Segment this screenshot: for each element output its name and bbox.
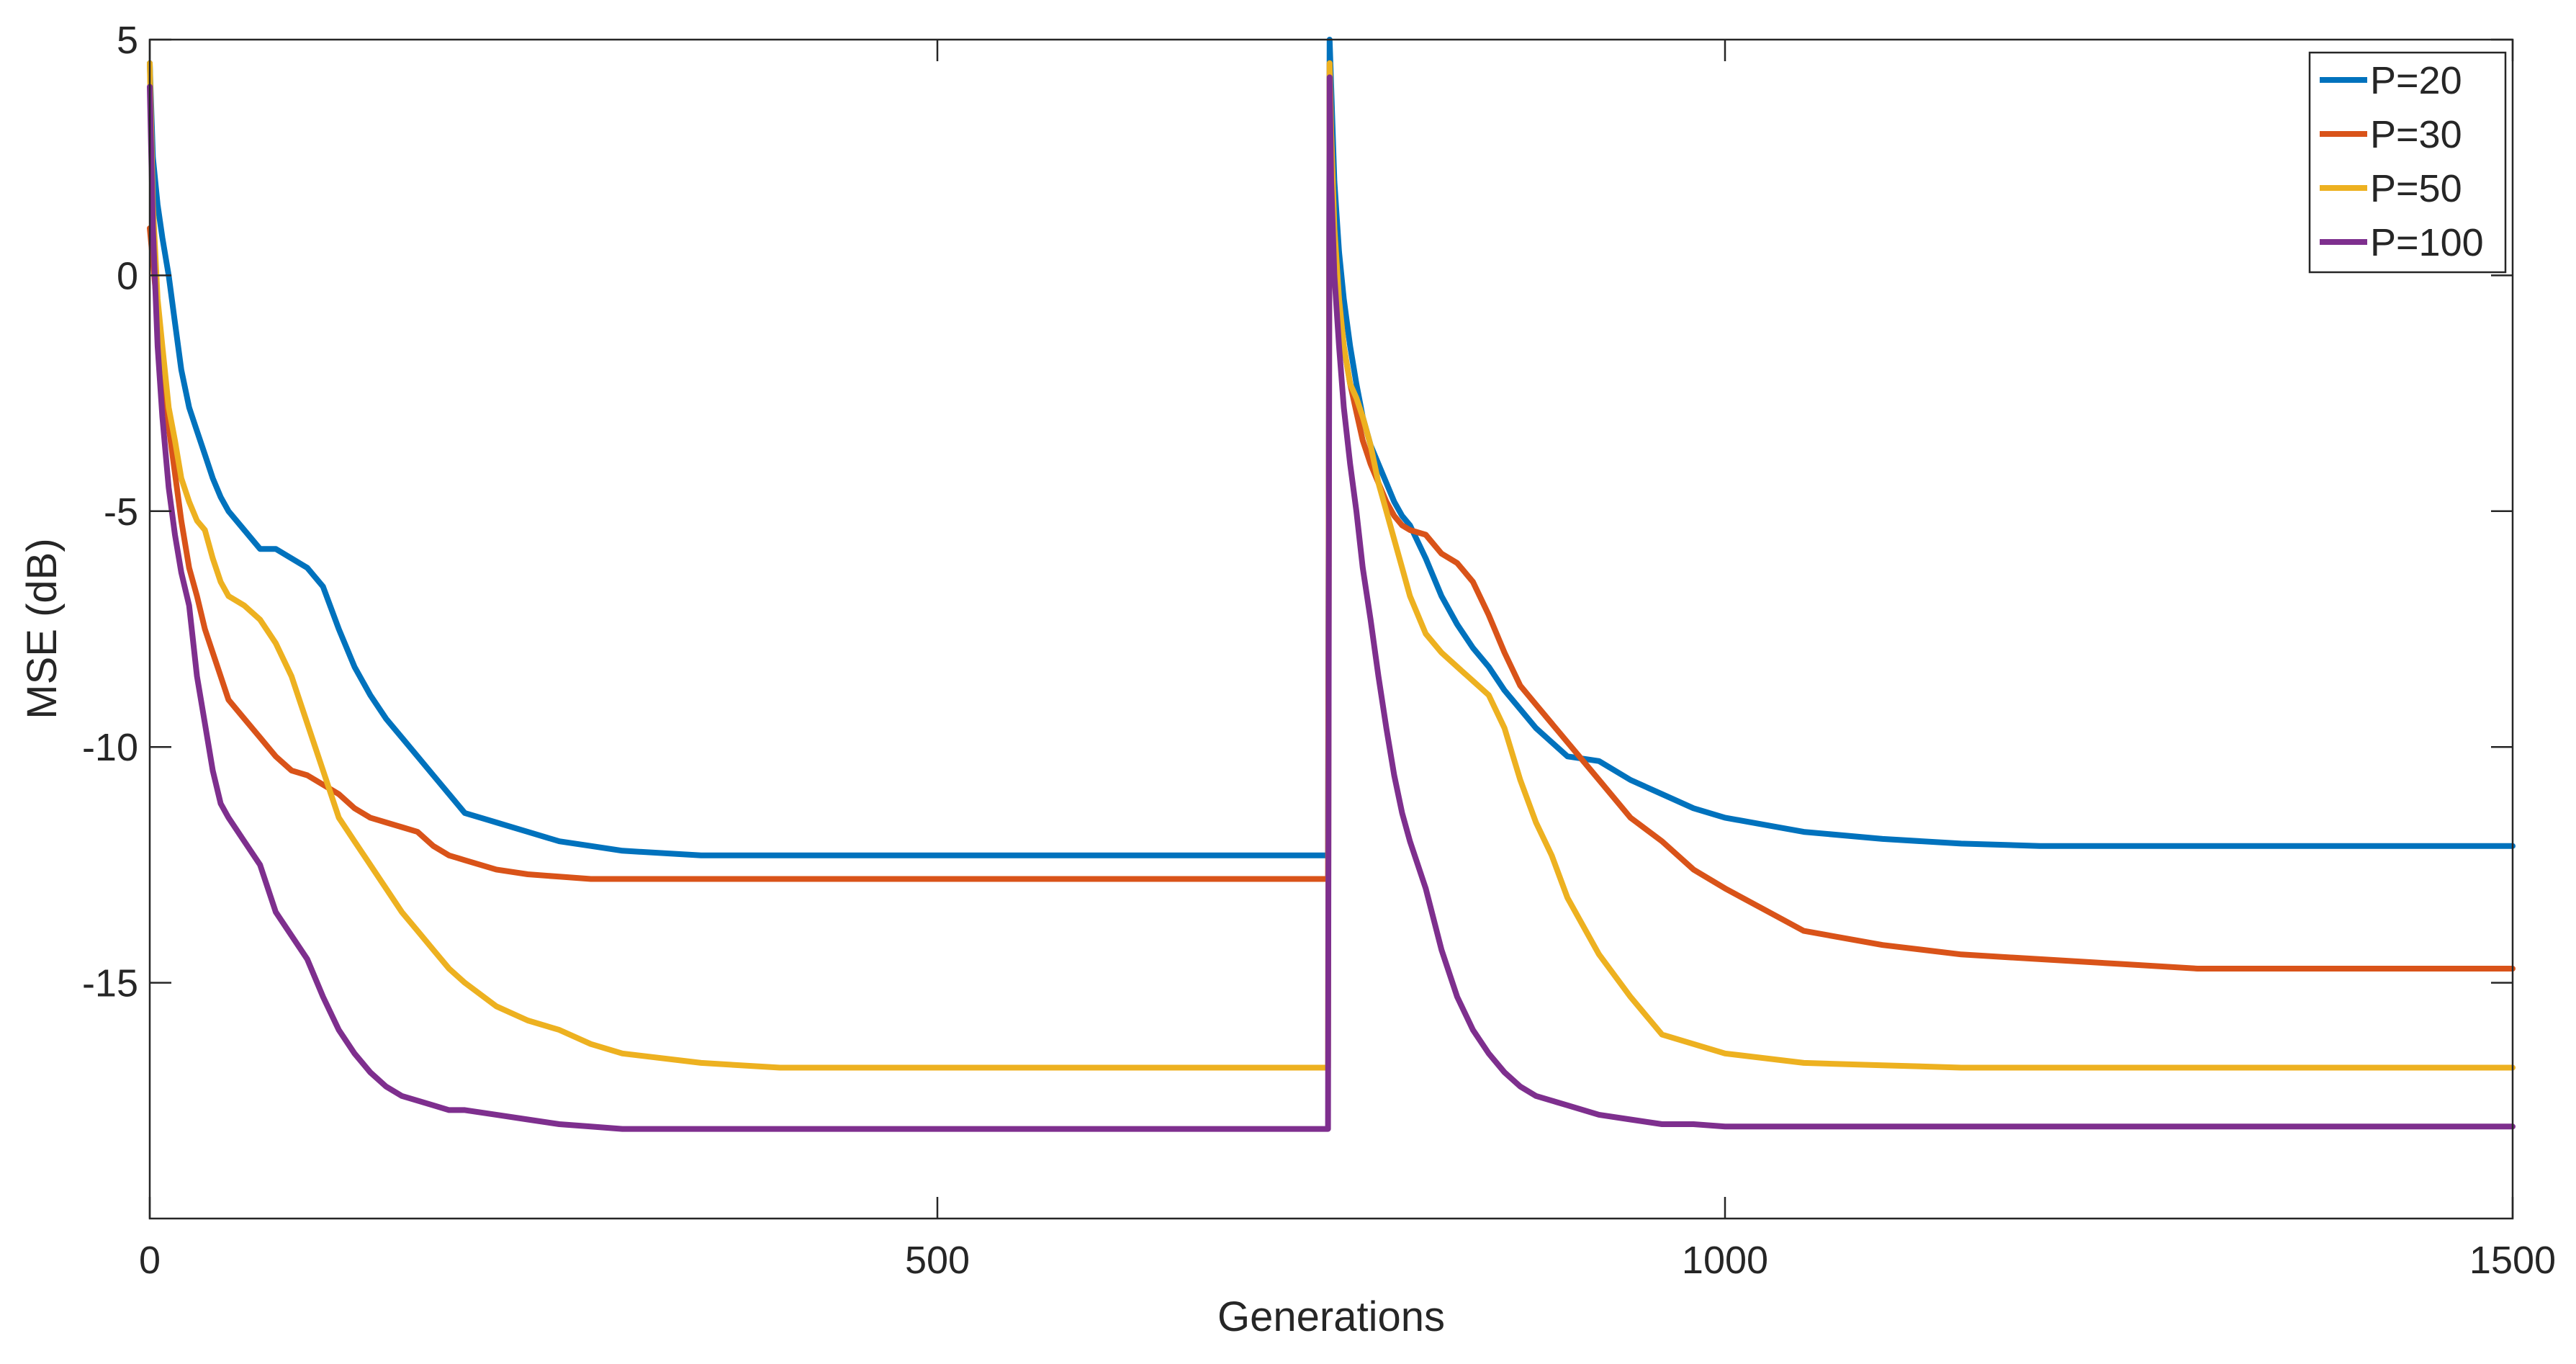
y-axis-ticks: 5 0 -5 -10 -15 bbox=[82, 19, 2513, 1005]
plot-frame bbox=[148, 38, 2514, 1220]
legend-label: P=30 bbox=[2370, 113, 2462, 156]
y-tick-label: 5 bbox=[117, 19, 138, 62]
legend-box bbox=[2308, 51, 2507, 274]
series-line-p-50 bbox=[147, 60, 2516, 1071]
x-axis-ticks: 0 500 1000 1500 bbox=[139, 40, 2556, 1282]
y-tick-label: -15 bbox=[82, 962, 138, 1005]
x-tick-label: 1500 bbox=[2469, 1239, 2556, 1282]
y-tick-label: -5 bbox=[104, 490, 138, 534]
legend-label: P=20 bbox=[2370, 59, 2462, 102]
legend-label: P=100 bbox=[2370, 221, 2484, 264]
x-tick-label: 1000 bbox=[1682, 1239, 1768, 1282]
series-layer bbox=[147, 37, 2516, 1132]
legend-items: P=20 P=30 P=50 P=100 bbox=[2320, 59, 2484, 264]
series-line-p-20 bbox=[147, 37, 2516, 858]
x-axis-title: Generations bbox=[1217, 1293, 1445, 1340]
series-line-p-100 bbox=[147, 74, 2516, 1132]
y-tick-label: -10 bbox=[82, 726, 138, 769]
y-tick-label: 0 bbox=[117, 254, 138, 297]
legend-label: P=50 bbox=[2370, 167, 2462, 210]
x-tick-label: 0 bbox=[139, 1239, 161, 1282]
x-tick-label: 500 bbox=[905, 1239, 970, 1282]
series-line-p-30 bbox=[147, 60, 2516, 972]
legend[interactable]: P=20 P=30 P=50 P=100 bbox=[2308, 51, 2507, 274]
y-axis-title: MSE (dB) bbox=[19, 538, 66, 719]
